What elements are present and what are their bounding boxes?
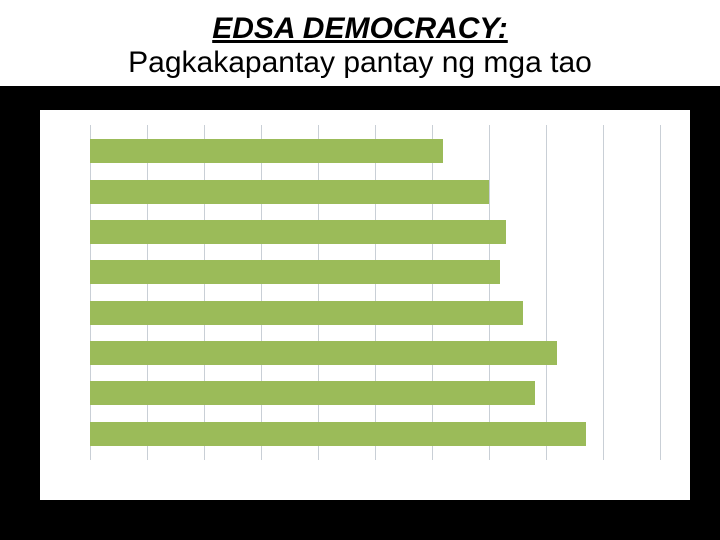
bar-row (90, 260, 660, 284)
bar (90, 220, 506, 244)
title-line-1: EDSA DEMOCRACY: (0, 12, 720, 46)
bar-row (90, 180, 660, 204)
bar-row (90, 220, 660, 244)
bar-row (90, 422, 660, 446)
bar-row (90, 139, 660, 163)
bar (90, 260, 500, 284)
bars-container (90, 125, 660, 460)
bar-row (90, 381, 660, 405)
bar (90, 139, 443, 163)
plot-area (90, 125, 660, 460)
bar-row (90, 301, 660, 325)
bar-row (90, 341, 660, 365)
bar (90, 341, 557, 365)
slide: EDSA DEMOCRACY: Pagkakapantay pantay ng … (0, 0, 720, 540)
bar (90, 381, 535, 405)
title-block: EDSA DEMOCRACY: Pagkakapantay pantay ng … (0, 0, 720, 86)
gridline (660, 125, 661, 460)
chart-area (40, 110, 690, 500)
bar (90, 180, 489, 204)
bar (90, 422, 586, 446)
title-line-2: Pagkakapantay pantay ng mga tao (0, 46, 720, 80)
bar (90, 301, 523, 325)
